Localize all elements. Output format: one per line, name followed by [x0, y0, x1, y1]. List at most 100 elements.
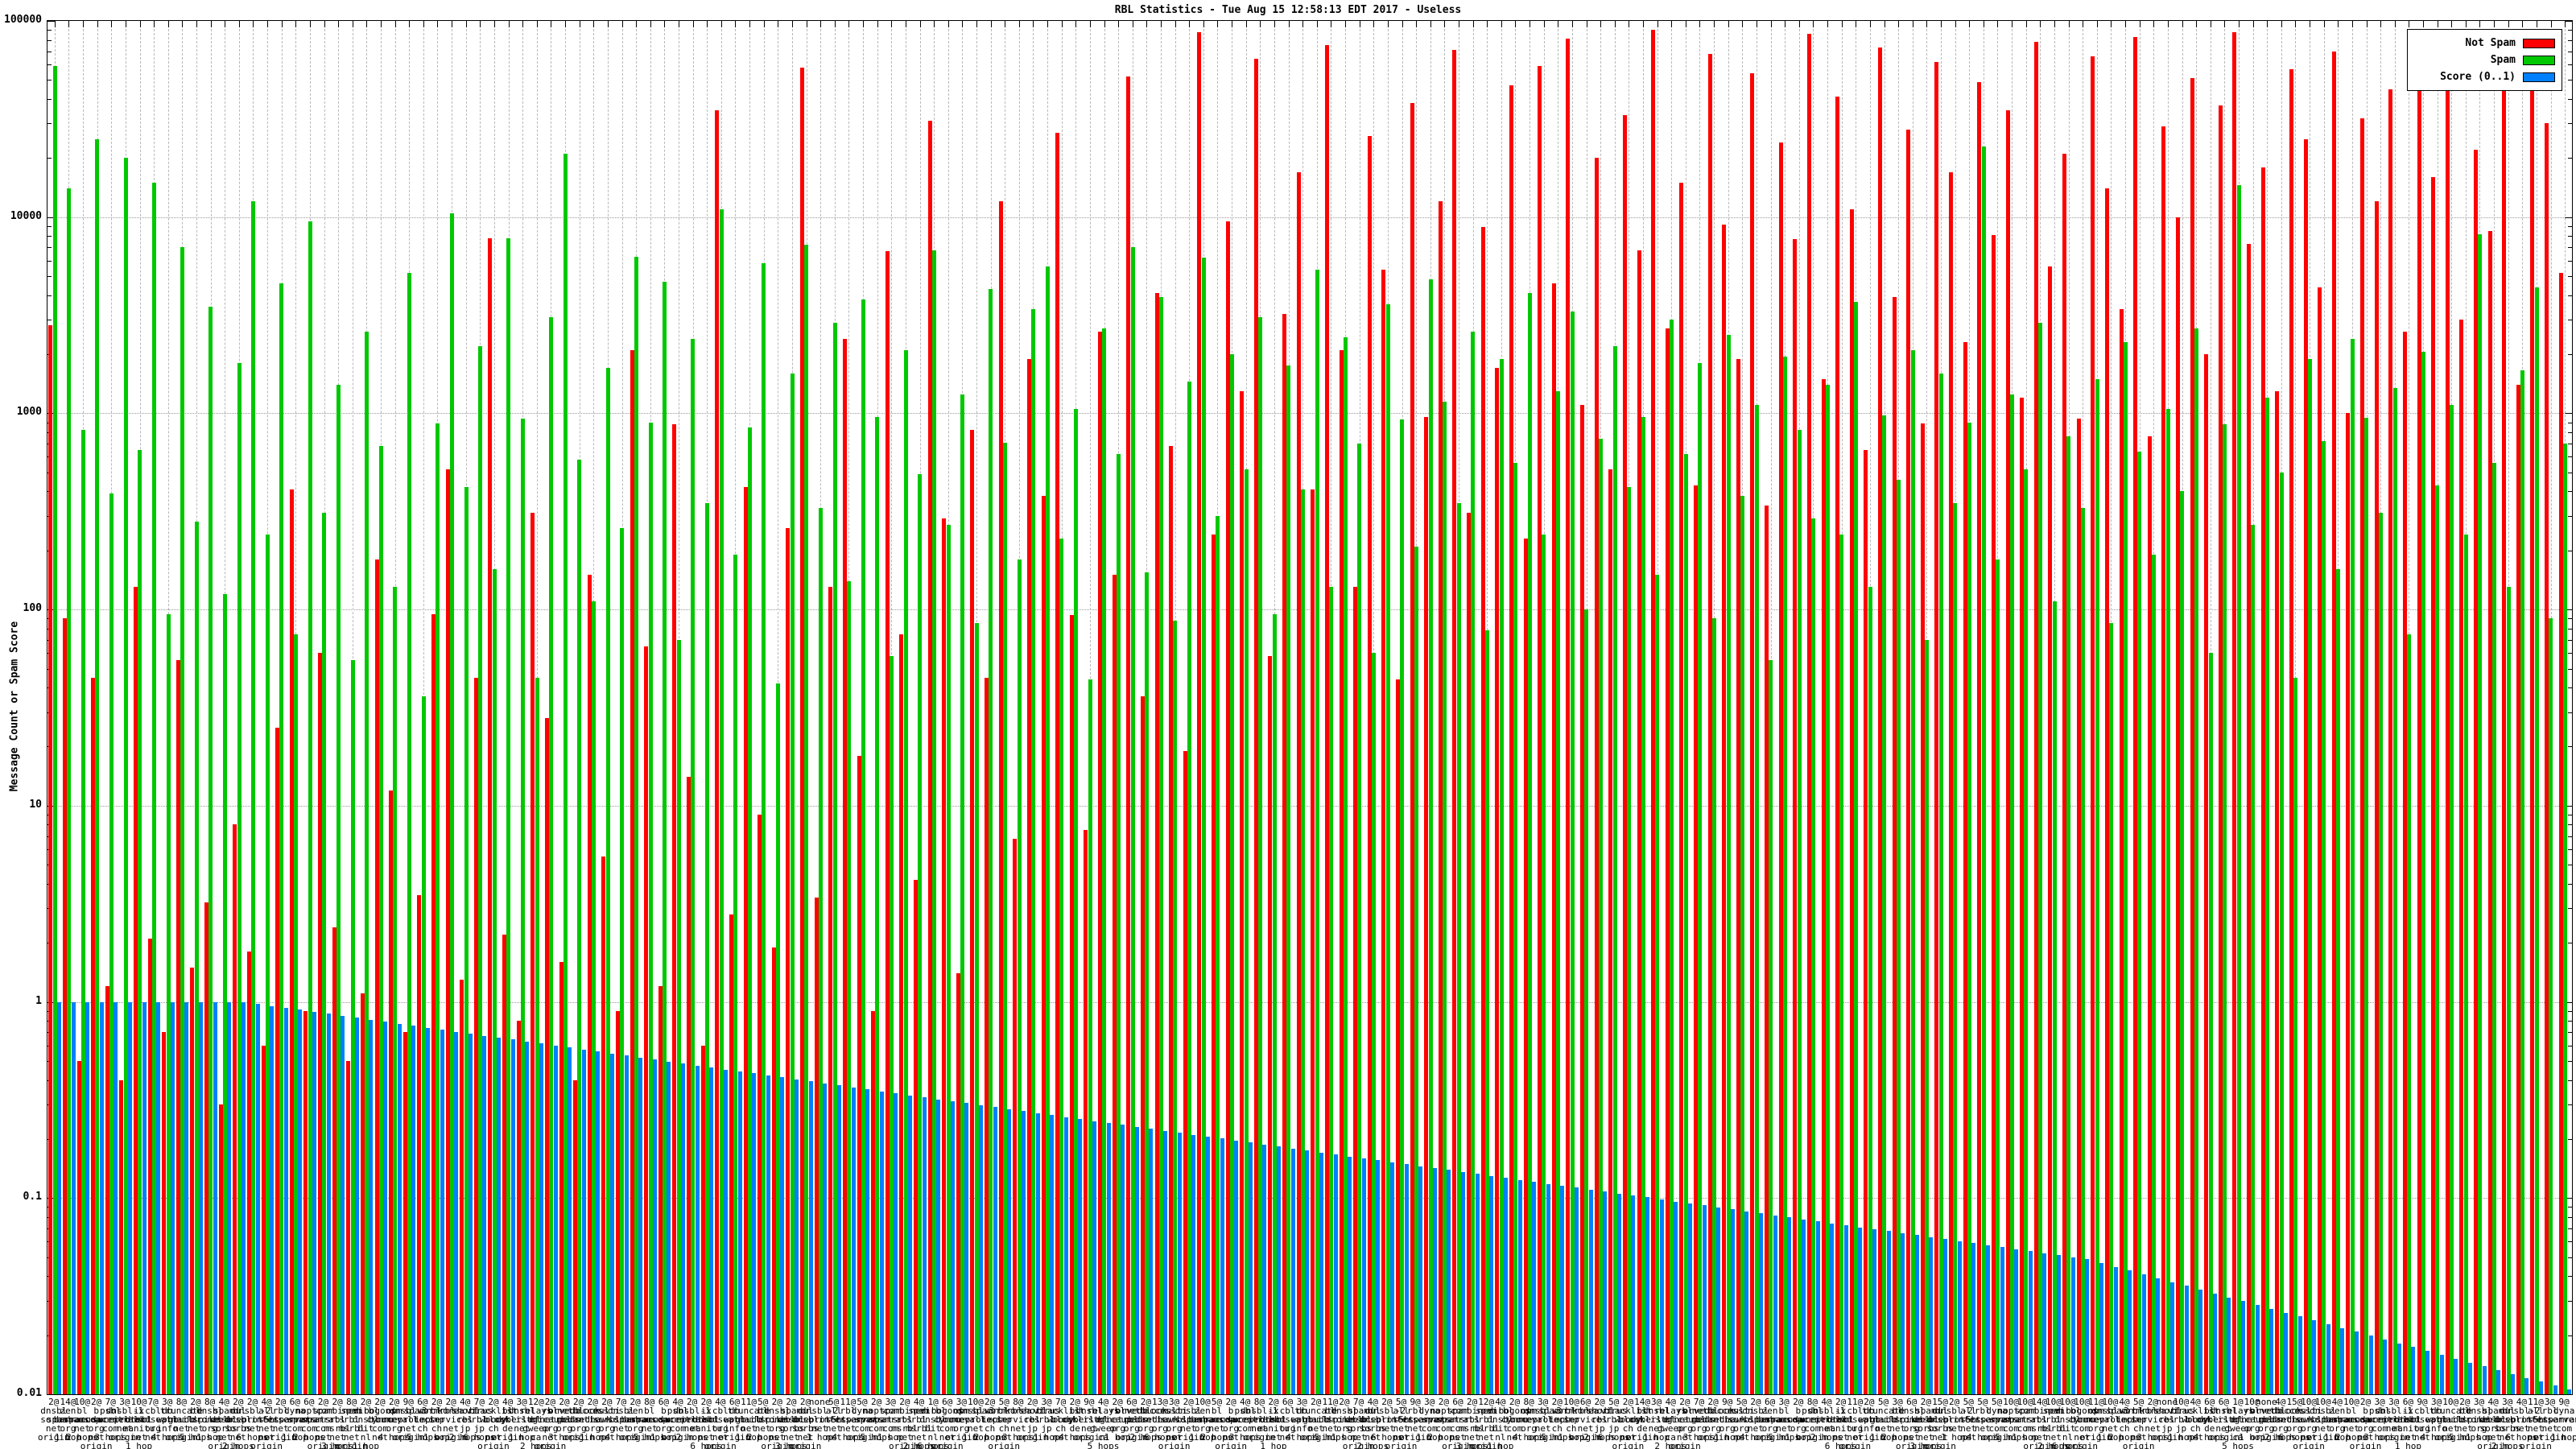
score-bar [2241, 1301, 2246, 1394]
score-bar [354, 1018, 359, 1394]
score-bar [681, 1063, 686, 1394]
spam-bar [1683, 454, 1688, 1394]
x-top-tick [1189, 21, 1191, 27]
score-bar [170, 1001, 175, 1394]
score-bar [865, 1089, 870, 1394]
x-top-tick [2252, 21, 2254, 27]
spam-bar [2095, 378, 2099, 1394]
spam-bar [960, 394, 965, 1394]
x-tick-label: 11@ bl mailspike net 5 hops [1306, 1397, 1355, 1443]
spam-bar [1102, 328, 1107, 1394]
spam-bar [2152, 555, 2157, 1394]
x-top-tick [238, 21, 240, 27]
x-tick-label: 2@ b barracudacentral org net origin [53, 1397, 139, 1449]
x-tick-label: 10@ dnsbl sorbs net origin [2306, 1397, 2339, 1443]
x-tick-label: 8@ psbl surriel com origin [1794, 1397, 1831, 1443]
score-bar [1588, 1190, 1593, 1394]
x-top-tick [2125, 21, 2127, 27]
legend: Not Spam Spam Score (0..1) [2407, 29, 2562, 91]
score-bar [667, 1061, 671, 1394]
notspam-bar [1821, 378, 1826, 1394]
notspam-bar [1637, 250, 1641, 1394]
score-bar [936, 1099, 941, 1394]
x-tick-label: 15@ dul dnsbl sorbs net origin [1924, 1397, 1956, 1449]
score-bar [1234, 1141, 1239, 1394]
spam-bar [1173, 620, 1178, 1394]
y-major-tick [2565, 1198, 2572, 1199]
x-tick-label: 11@ opm tornevall org origin [2071, 1397, 2120, 1443]
spam-bar [790, 373, 795, 1394]
spam-bar [634, 256, 638, 1394]
spam-bar [1045, 266, 1050, 1394]
notspam-bar [1878, 47, 1883, 1394]
y-minor-tick [47, 225, 52, 227]
spam-bar [1925, 639, 1930, 1394]
x-tick-label: 10@ dnsbl-3 uceprotect net 1 hop [2083, 1397, 2137, 1443]
spam-bar [1868, 587, 1872, 1394]
score-bar [568, 1047, 572, 1394]
x-tick-label: 2@ dnsbl-2 uceprotect net 1 hop [1927, 1397, 1981, 1443]
x-tick-label: 2@ truncate gbudb net origin [1294, 1397, 1338, 1443]
x-top-tick [267, 21, 269, 27]
notspam-bar [1381, 269, 1386, 1394]
score-bar [1702, 1205, 1707, 1394]
x-tick-label: 6@ ix dnsbl manitu net 1 hop [2392, 1397, 2425, 1449]
x-tick-label: 2@ bl blocklist de 4 hops [1051, 1397, 1100, 1443]
score-bar [2113, 1266, 2118, 1394]
notspam-bar [516, 1021, 521, 1394]
x-tick-label: 3@ db wpbl info 4 hops [151, 1397, 184, 1443]
score-bar [1220, 1138, 1224, 1394]
score-bar [1575, 1187, 1579, 1394]
notspam-bar [1991, 235, 1996, 1394]
x-top-tick [423, 21, 424, 27]
notspam-bar [275, 727, 280, 1394]
x-top-tick [522, 21, 524, 27]
notspam-bar [616, 1010, 621, 1394]
spam-bar [1655, 575, 1660, 1394]
x-tick-label: 5@ all s5h net net [1960, 1397, 1977, 1443]
x-tick-label: 2@ virbl dnsbl bit nl 1 hop [352, 1397, 379, 1449]
spam-bar [719, 208, 724, 1394]
y-minor-tick [47, 64, 52, 66]
score-bar [1149, 1129, 1154, 1394]
x-tick-label: 2@ ix dnsbl manitu net 6 hops [1824, 1397, 1857, 1449]
x-tick-label: 2@ combined rbl msrbl net origin [883, 1397, 927, 1449]
score-bar [1191, 1134, 1196, 1394]
x-tick-label: 6@ bogons cymru com net origin [931, 1397, 964, 1449]
score-bar [1163, 1130, 1168, 1394]
notspam-bar [927, 120, 932, 1394]
score-bar [766, 1075, 770, 1394]
x-tick-label: 6@ b barracudacentral org 1 hop [621, 1397, 707, 1443]
notspam-bar [1311, 489, 1315, 1394]
notspam-bar [62, 618, 67, 1394]
notspam-bar [1026, 358, 1031, 1394]
x-top-tick [1643, 21, 1645, 27]
score-bar [482, 1035, 487, 1394]
spam-bar [2009, 394, 2014, 1394]
x-tick-label: 6@ db wpbl info origin [718, 1397, 751, 1443]
x-tick-label: 2@ spamrbl imp ch 5 hops [1538, 1397, 1576, 1443]
spam-bar [676, 639, 681, 1394]
spam-bar [1286, 365, 1291, 1394]
spam-bar [1074, 409, 1079, 1394]
y-minor-tick [2568, 456, 2572, 458]
notspam-bar [1098, 332, 1103, 1394]
notspam-bar [134, 587, 138, 1394]
notspam-bar [899, 634, 904, 1394]
x-tick-label: 2@ b barracudacentral org 1 hop [1755, 1397, 1841, 1443]
x-top-tick [863, 21, 865, 27]
x-top-tick [324, 21, 325, 27]
notspam-bar [970, 430, 975, 1394]
score-bar [1205, 1137, 1210, 1394]
x-tick-label: 2@ rbl efnetrbl org net origin [1663, 1397, 1707, 1449]
x-tick-label: 3@ dul dnsbl sorbs net 2 hops [2491, 1397, 2524, 1449]
score-bar [497, 1038, 502, 1394]
score-bar [1631, 1195, 1636, 1394]
spam-bar [989, 289, 993, 1394]
score-bar [1659, 1199, 1664, 1394]
score-bar [1333, 1154, 1338, 1394]
notspam-bar [488, 238, 493, 1394]
spam-bar [308, 221, 312, 1394]
notspam-bar [2260, 167, 2265, 1394]
notspam-bar [1495, 368, 1500, 1394]
